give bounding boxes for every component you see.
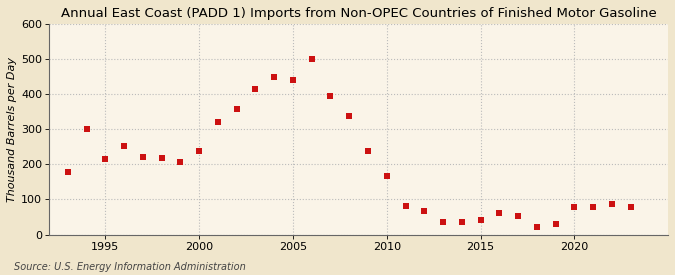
- Point: [494, 211, 505, 215]
- Point: [400, 204, 411, 208]
- Point: [213, 120, 223, 124]
- Point: [81, 126, 92, 131]
- Point: [306, 56, 317, 61]
- Point: [269, 75, 279, 79]
- Point: [194, 149, 205, 153]
- Point: [625, 204, 636, 209]
- Point: [437, 220, 448, 224]
- Point: [512, 213, 523, 218]
- Point: [157, 155, 167, 160]
- Point: [588, 204, 599, 209]
- Point: [475, 217, 486, 222]
- Point: [325, 94, 336, 98]
- Point: [344, 114, 354, 118]
- Point: [362, 149, 373, 153]
- Point: [232, 107, 242, 111]
- Point: [175, 160, 186, 164]
- Point: [550, 222, 561, 226]
- Y-axis label: Thousand Barrels per Day: Thousand Barrels per Day: [7, 57, 17, 202]
- Point: [63, 170, 74, 174]
- Point: [569, 205, 580, 209]
- Point: [381, 174, 392, 178]
- Point: [606, 202, 617, 206]
- Point: [456, 220, 467, 224]
- Point: [100, 156, 111, 161]
- Point: [250, 86, 261, 91]
- Point: [419, 209, 430, 213]
- Title: Annual East Coast (PADD 1) Imports from Non-OPEC Countries of Finished Motor Gas: Annual East Coast (PADD 1) Imports from …: [61, 7, 657, 20]
- Point: [119, 144, 130, 148]
- Point: [531, 225, 542, 229]
- Point: [288, 78, 298, 82]
- Text: Source: U.S. Energy Information Administration: Source: U.S. Energy Information Administ…: [14, 262, 245, 272]
- Point: [138, 155, 148, 159]
